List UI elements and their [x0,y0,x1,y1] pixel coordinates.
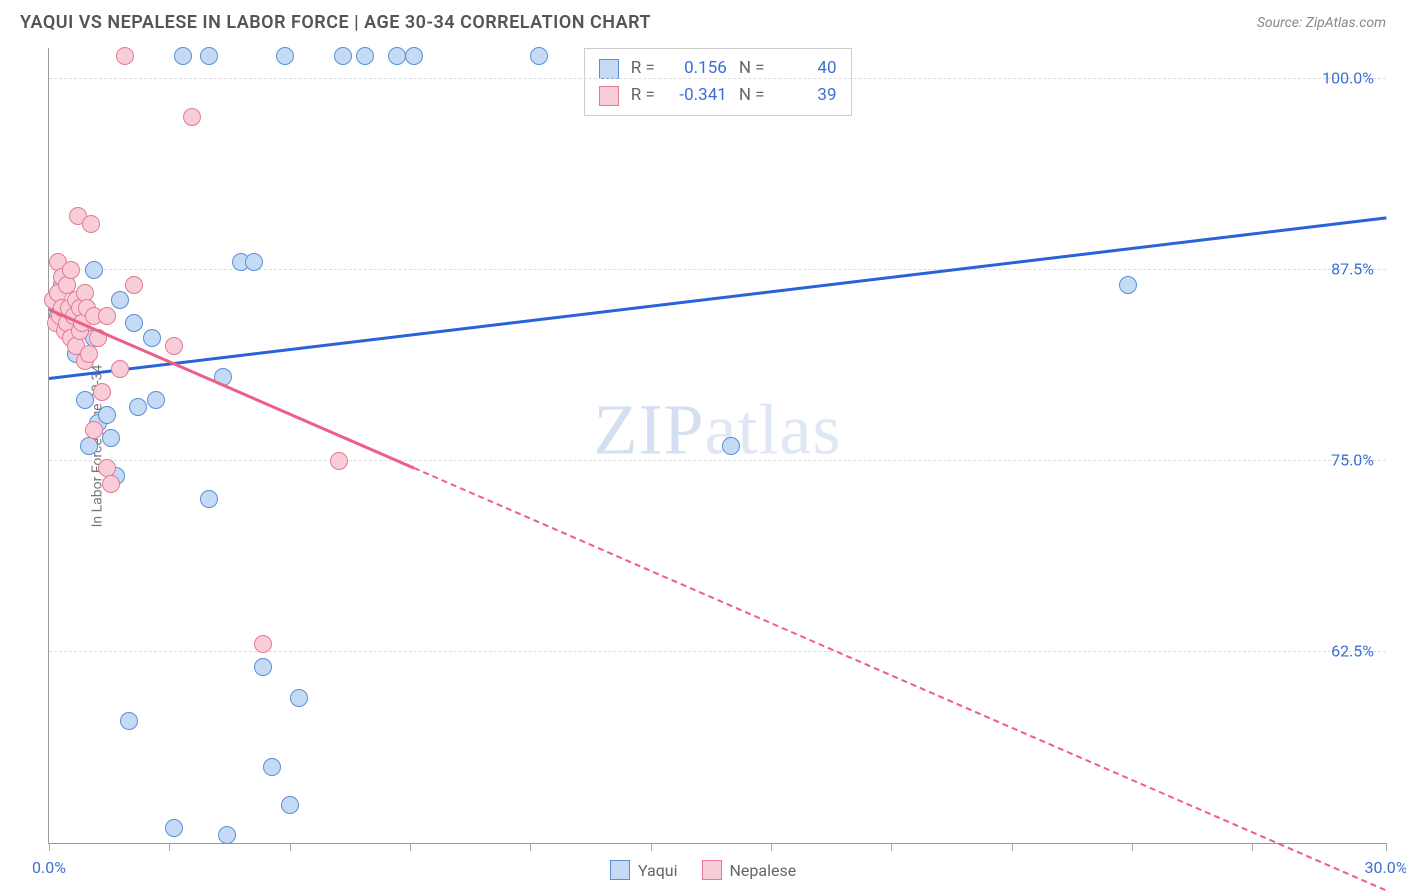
data-point [281,796,299,814]
chart-title: YAQUI VS NEPALESE IN LABOR FORCE | AGE 3… [20,12,651,33]
data-point [1119,276,1137,294]
x-tick [530,843,531,851]
data-point [116,47,134,65]
chart-header: YAQUI VS NEPALESE IN LABOR FORCE | AGE 3… [0,0,1406,41]
x-tick [891,843,892,851]
legend-item-yaqui: Yaqui [610,860,678,880]
data-point [125,276,143,294]
swatch-yaqui [599,59,619,79]
n-value-nepalese: 39 [777,82,837,109]
data-point [218,826,236,844]
x-tick [410,843,411,851]
data-point [530,47,548,65]
watermark: ZIPatlas [594,388,842,471]
trend-line [49,216,1386,380]
data-point [102,475,120,493]
swatch-yaqui [610,860,630,880]
trend-line-extrapolated [414,467,1386,891]
legend-item-nepalese: Nepalese [702,860,797,880]
x-tick-label: 0.0% [32,858,66,877]
x-tick [290,843,291,851]
data-point [254,658,272,676]
data-point [129,398,147,416]
y-tick-label: 87.5% [1331,259,1374,278]
data-point [334,47,352,65]
r-value-nepalese: -0.341 [667,82,727,109]
x-tick [49,843,50,851]
gridline [49,460,1386,461]
data-point [85,261,103,279]
data-point [290,689,308,707]
data-point [245,253,263,271]
data-point [174,47,192,65]
data-point [111,291,129,309]
data-point [200,490,218,508]
data-point [120,712,138,730]
data-point [85,421,103,439]
y-tick-label: 75.0% [1331,450,1374,469]
r-label: R = [631,82,655,109]
data-point [98,406,116,424]
data-point [183,108,201,126]
data-point [102,429,120,447]
x-tick [1012,843,1013,851]
watermark-suffix: atlas [705,389,842,469]
data-point [388,47,406,65]
gridline [49,651,1386,652]
data-point [254,635,272,653]
gridline [49,78,1386,79]
data-point [93,383,111,401]
plot-canvas: ZIPatlas R = 0.156 N = 40 R = -0.341 N =… [48,48,1386,844]
data-point [722,437,740,455]
data-point [165,337,183,355]
data-point [80,437,98,455]
data-point [263,758,281,776]
chart-container: YAQUI VS NEPALESE IN LABOR FORCE | AGE 3… [0,0,1406,892]
data-point [147,391,165,409]
x-tick [1252,843,1253,851]
n-label: N = [739,82,765,109]
data-point [165,819,183,837]
data-point [76,391,94,409]
x-tick [651,843,652,851]
data-point [276,47,294,65]
legend-row-nepalese: R = -0.341 N = 39 [599,82,837,109]
swatch-nepalese [702,860,722,880]
data-point [98,307,116,325]
y-tick-label: 100.0% [1322,68,1374,87]
y-tick-label: 62.5% [1331,641,1374,660]
data-point [111,360,129,378]
correlation-legend: R = 0.156 N = 40 R = -0.341 N = 39 [584,48,852,116]
x-tick [169,843,170,851]
data-point [200,47,218,65]
data-point [80,345,98,363]
series-name-nepalese: Nepalese [730,861,797,880]
chart-source: Source: ZipAtlas.com [1257,15,1386,31]
watermark-prefix: ZIP [594,389,705,469]
x-tick [1386,843,1387,851]
plot-area: ZIPatlas R = 0.156 N = 40 R = -0.341 N =… [48,48,1386,844]
data-point [405,47,423,65]
data-point [356,47,374,65]
swatch-nepalese [599,86,619,106]
x-tick-label: 30.0% [1365,858,1406,877]
series-name-yaqui: Yaqui [638,861,678,880]
data-point [125,314,143,332]
data-point [62,261,80,279]
data-point [330,452,348,470]
series-legend: Yaqui Nepalese [610,860,796,880]
data-point [143,329,161,347]
data-point [82,215,100,233]
x-tick [771,843,772,851]
x-tick [1132,843,1133,851]
